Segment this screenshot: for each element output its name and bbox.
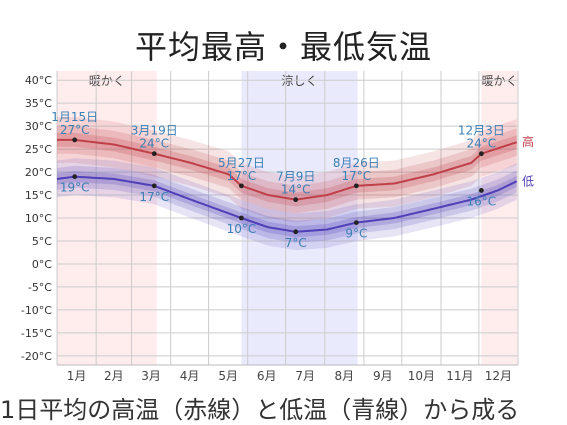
annotation-dot-5 xyxy=(478,151,484,157)
y-tick-label-3: 25°C xyxy=(25,143,52,156)
series-name-label-0: 高 xyxy=(522,134,534,149)
annotation-value-2: 17°C xyxy=(227,169,257,183)
annotation-dot-3 xyxy=(293,197,299,203)
annotation-value-8: 10°C xyxy=(227,222,257,236)
y-tick-label-12: -20°C xyxy=(21,350,52,363)
annotation-date-2: 5月27日 xyxy=(218,156,265,170)
annotation-value-7: 17°C xyxy=(139,190,169,204)
annotation-dot-6 xyxy=(72,174,78,180)
annotation-value-6: 19°C xyxy=(60,181,90,195)
x-tick-label-4: 5月 xyxy=(218,369,238,383)
y-tick-label-9: -5°C xyxy=(28,281,52,294)
annotation-dot-9 xyxy=(293,229,299,235)
x-tick-label-9: 10月 xyxy=(408,369,435,383)
annotation-value-9: 7°C xyxy=(285,236,307,250)
y-tick-label-4: 20°C xyxy=(25,166,52,179)
annotation-value-10: 9°C xyxy=(345,227,367,241)
chart-title: 平均最高・最低気温 xyxy=(134,28,432,66)
series-name-label-1: 低 xyxy=(522,174,534,188)
y-tick-label-7: 5°C xyxy=(32,235,52,248)
annotation-value-5: 24°C xyxy=(467,137,497,151)
x-tick-label-6: 7月 xyxy=(295,369,315,383)
series-band-1-2 xyxy=(57,171,517,238)
y-tick-label-11: -15°C xyxy=(21,327,52,340)
annotation-dot-4 xyxy=(353,183,359,189)
annotation-dot-11 xyxy=(478,188,484,193)
series-band-0-2 xyxy=(57,133,517,207)
season-label-2: 暖かく xyxy=(482,74,518,88)
annotation-value-0: 27°C xyxy=(60,123,90,137)
series-band-1-0 xyxy=(57,158,517,251)
y-tick-label-10: -10°C xyxy=(21,304,52,317)
x-tick-label-8: 9月 xyxy=(373,369,393,383)
x-tick-label-10: 11月 xyxy=(446,369,473,383)
annotation-date-1: 3月19日 xyxy=(131,124,178,138)
x-tick-label-0: 1月 xyxy=(67,369,87,383)
annotation-dot-7 xyxy=(151,183,157,189)
y-tick-label-5: 15°C xyxy=(25,189,52,202)
x-tick-label-3: 4月 xyxy=(180,369,200,383)
season-label-0: 暖かく xyxy=(89,74,125,88)
series-band-0-1 xyxy=(57,126,517,214)
annotation-dot-8 xyxy=(239,215,244,221)
annotation-date-4: 8月26日 xyxy=(333,156,380,170)
y-tick-label-6: 10°C xyxy=(25,212,52,225)
y-tick-label-0: 40°C xyxy=(25,74,52,87)
annotation-value-3: 14°C xyxy=(281,183,311,197)
annotation-value-4: 17°C xyxy=(342,169,372,183)
annotation-date-5: 12月3日 xyxy=(458,124,505,138)
annotation-dot-0 xyxy=(72,137,78,143)
footer-caption: 1日平均の高温（赤線）と低温（青線）から成る xyxy=(0,396,520,424)
series-band-0-0 xyxy=(57,116,517,223)
y-tick-label-2: 30°C xyxy=(25,120,52,133)
x-tick-label-7: 8月 xyxy=(335,369,355,383)
annotation-dot-1 xyxy=(151,151,157,157)
series-band-1-1 xyxy=(57,165,517,243)
annotation-date-3: 7月9日 xyxy=(276,170,315,184)
annotation-date-0: 1月15日 xyxy=(51,110,98,124)
x-tick-label-5: 6月 xyxy=(257,369,277,383)
y-tick-label-8: 0°C xyxy=(32,258,52,271)
x-tick-label-2: 3月 xyxy=(141,369,161,383)
y-tick-label-1: 35°C xyxy=(25,97,52,110)
x-tick-label-11: 12月 xyxy=(485,369,512,383)
series-line-0 xyxy=(57,138,518,201)
annotation-value-1: 24°C xyxy=(139,137,169,151)
annotation-dot-2 xyxy=(239,183,244,189)
annotation-dot-10 xyxy=(353,220,359,225)
annotation-value-11: 16°C xyxy=(467,194,497,208)
temperature-chart: 暖かく 涼しく 暖かく40°C35°C30°C25°C20°C15°C10°C5°C… xyxy=(21,71,534,383)
series-line-1 xyxy=(56,175,518,233)
x-tick-label-1: 2月 xyxy=(104,369,124,383)
